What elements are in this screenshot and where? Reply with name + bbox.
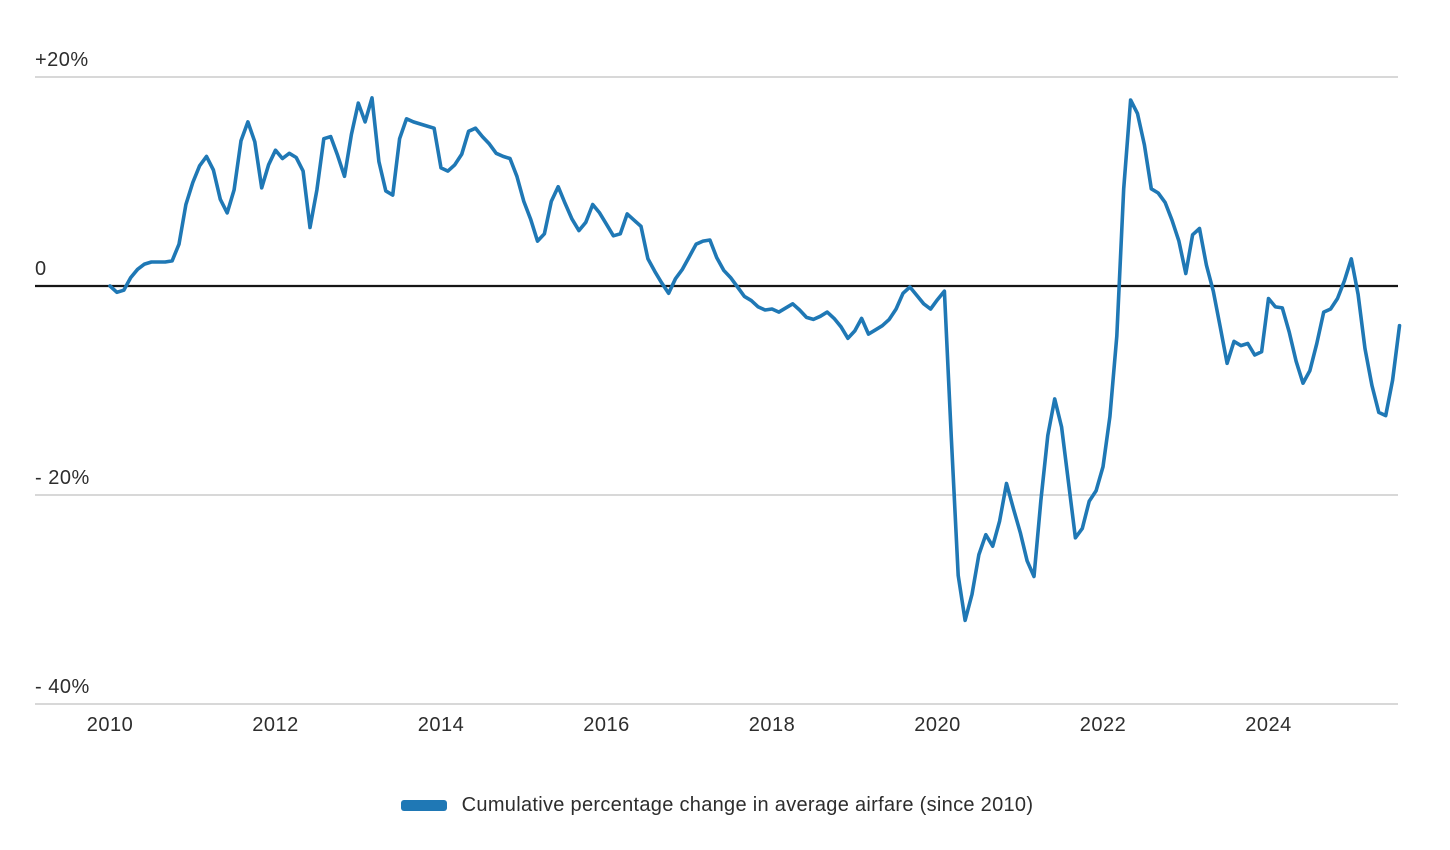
x-tick-label: 2022 [1079, 714, 1127, 736]
x-tick-label: 2012 [252, 714, 299, 736]
x-tick-label: 2024 [1245, 714, 1292, 736]
legend-line-swatch [400, 800, 447, 811]
y-axis-label: 0 [35, 258, 47, 280]
x-tick-label: 2010 [86, 714, 134, 736]
legend: Cumulative percentage change in average … [0, 794, 1434, 817]
x-tick-label: 2020 [914, 714, 961, 736]
x-tick-label: 2018 [748, 714, 796, 736]
x-tick-label: 2016 [583, 714, 630, 736]
legend-label: Cumulative percentage change in average … [461, 794, 1034, 816]
x-tick-label: 2014 [417, 714, 465, 736]
airfare-series-line [108, 96, 1402, 623]
y-axis-label: +20% [35, 49, 89, 71]
y-axis-label: - 40% [35, 676, 90, 698]
y-axis-label: - 20% [35, 467, 90, 489]
